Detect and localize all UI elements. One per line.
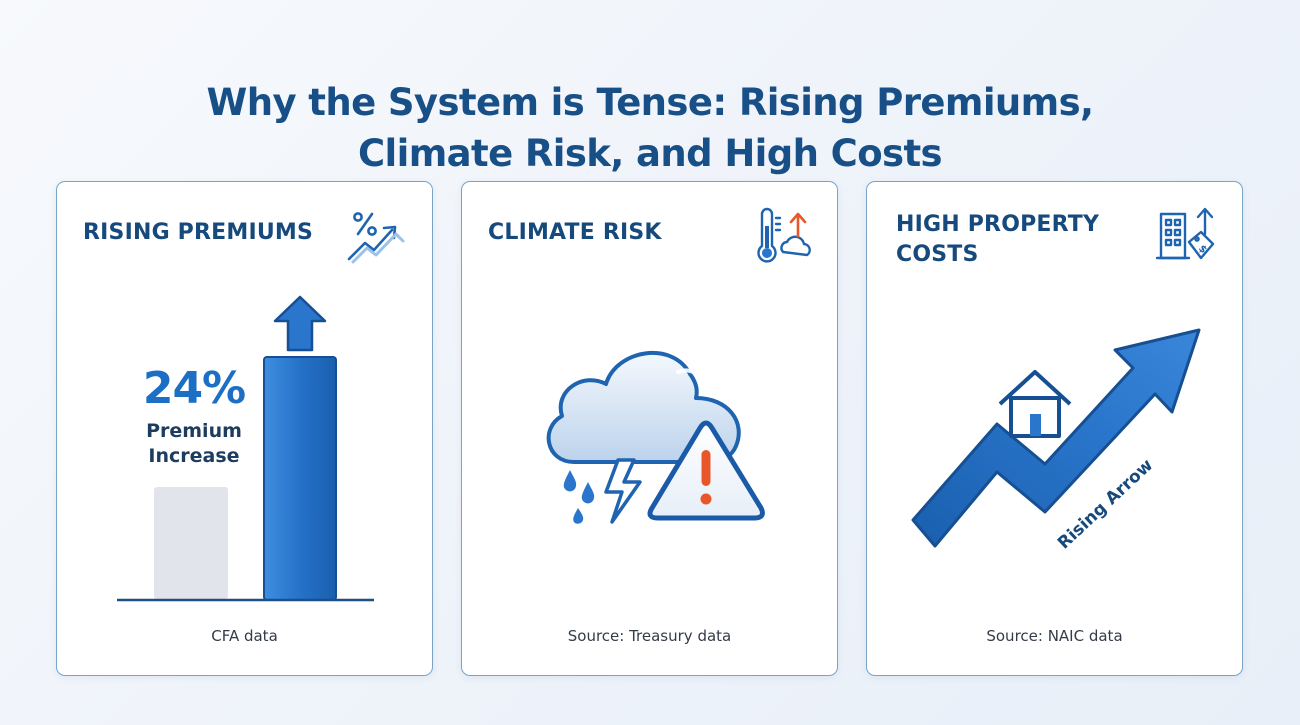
rising-premiums-card: RISING PREMIUMS 24% Premium Increase CFA…: [56, 181, 433, 676]
thermometer-cloud-icon: [757, 207, 811, 263]
percent-trend-up-icon: [347, 212, 405, 264]
raindrop-icon: [563, 470, 577, 492]
raindrop-icon-2: [581, 482, 595, 504]
storm-cloud-warning-icon: [546, 350, 765, 524]
raindrop-icon-3: [573, 508, 584, 524]
high-property-costs-source: Source: NAIC data: [986, 627, 1123, 645]
rising-premiums-heading: RISING PREMIUMS: [83, 220, 314, 245]
high-property-costs-heading: HIGH PROPERTY COSTS: [896, 210, 1099, 270]
premium-bar-chart: [117, 295, 374, 602]
current-premium-bar: [263, 356, 337, 601]
premium-increase-caption: Premium Increase: [129, 419, 259, 469]
lightning-bolt-icon: [604, 458, 642, 524]
up-arrow-icon: [273, 295, 327, 352]
climate-risk-card: CLIMATE RISK: [461, 181, 838, 676]
rising-arrow-icon: [911, 328, 1201, 548]
high-property-costs-card: HIGH PROPERTY COSTS $: [866, 181, 1243, 676]
exclamation-mark: [701, 450, 711, 486]
premium-increase-caption-line-2: Increase: [148, 445, 240, 467]
premium-increase-value: 24%: [142, 363, 246, 414]
previous-premium-bar: [154, 487, 228, 599]
page-title-line-2: Climate Risk, and High Costs: [358, 131, 943, 175]
climate-risk-source: Source: Treasury data: [567, 627, 732, 645]
rising-premiums-source: CFA data: [211, 627, 278, 645]
page-title: Why the System is Tense: Rising Premiums…: [0, 77, 1300, 179]
building-price-tag-icon: $: [1155, 207, 1215, 260]
page-title-line-1: Why the System is Tense: Rising Premiums…: [206, 80, 1095, 124]
premium-increase-caption-line-1: Premium: [146, 420, 242, 442]
house-icon: [998, 370, 1072, 438]
rising-arrow-chart: Rising Arrow: [911, 328, 1201, 553]
climate-risk-heading: CLIMATE RISK: [488, 220, 662, 245]
storm-cloud: [546, 350, 741, 464]
high-property-costs-heading-line-2: COSTS: [896, 242, 979, 267]
high-property-costs-heading-line-1: HIGH PROPERTY: [896, 212, 1100, 237]
